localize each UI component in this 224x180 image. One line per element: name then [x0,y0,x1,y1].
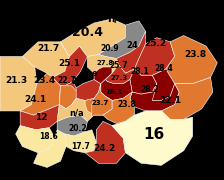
Polygon shape [130,84,179,111]
Text: 25.7: 25.7 [109,61,128,70]
Text: 23.7: 23.7 [92,100,109,106]
Polygon shape [60,19,125,57]
Text: 20.2: 20.2 [69,124,87,133]
Polygon shape [92,84,112,117]
Polygon shape [0,57,37,111]
Polygon shape [76,80,101,100]
Polygon shape [161,77,213,119]
Polygon shape [34,130,66,167]
Polygon shape [85,121,125,163]
Polygon shape [103,92,134,123]
Text: 18.6: 18.6 [39,132,58,141]
Text: 28.1: 28.1 [130,67,149,76]
Polygon shape [105,65,134,84]
Polygon shape [130,69,157,94]
Text: 22.7: 22.7 [58,76,77,85]
Text: 23.8: 23.8 [184,50,206,59]
Text: 24: 24 [126,41,138,50]
Polygon shape [20,105,59,130]
Text: 27.3: 27.3 [110,75,127,81]
Text: 25: 25 [71,77,81,86]
Text: 12: 12 [35,113,48,122]
Text: 24.9: 24.9 [81,71,98,77]
Polygon shape [146,69,175,100]
Text: 20.9: 20.9 [100,44,119,53]
Text: n/a: n/a [69,109,84,118]
Polygon shape [166,36,217,84]
Polygon shape [134,38,175,75]
Polygon shape [65,130,96,153]
Polygon shape [112,111,193,165]
Polygon shape [101,80,132,100]
Polygon shape [20,73,60,115]
Text: 17.7: 17.7 [71,142,90,151]
Polygon shape [59,86,77,109]
Text: 27.8: 27.8 [96,60,114,66]
Polygon shape [22,42,69,77]
Text: 25.2: 25.2 [145,39,167,48]
Text: 21.7: 21.7 [37,44,59,53]
Polygon shape [87,54,119,77]
Polygon shape [53,42,87,86]
Polygon shape [59,82,76,109]
Text: 24.1: 24.1 [24,95,47,104]
Polygon shape [94,67,112,84]
Text: 23.4: 23.4 [34,76,56,85]
Text: 23.8: 23.8 [117,100,136,109]
Text: 22.1: 22.1 [160,96,182,105]
Polygon shape [57,98,92,121]
Polygon shape [85,92,112,115]
Polygon shape [57,115,87,136]
Polygon shape [116,31,146,73]
Text: 28.2: 28.2 [141,85,159,94]
Text: n/a: n/a [107,14,126,24]
Text: 20.4: 20.4 [72,26,103,39]
Polygon shape [99,21,146,59]
Text: 21.3: 21.3 [6,76,28,85]
Text: 28.4: 28.4 [154,64,173,73]
Text: 24.2: 24.2 [93,144,115,153]
Text: 25.1: 25.1 [58,58,80,68]
Text: 16: 16 [143,127,164,142]
Text: 18.1: 18.1 [105,89,123,95]
Polygon shape [16,126,55,153]
